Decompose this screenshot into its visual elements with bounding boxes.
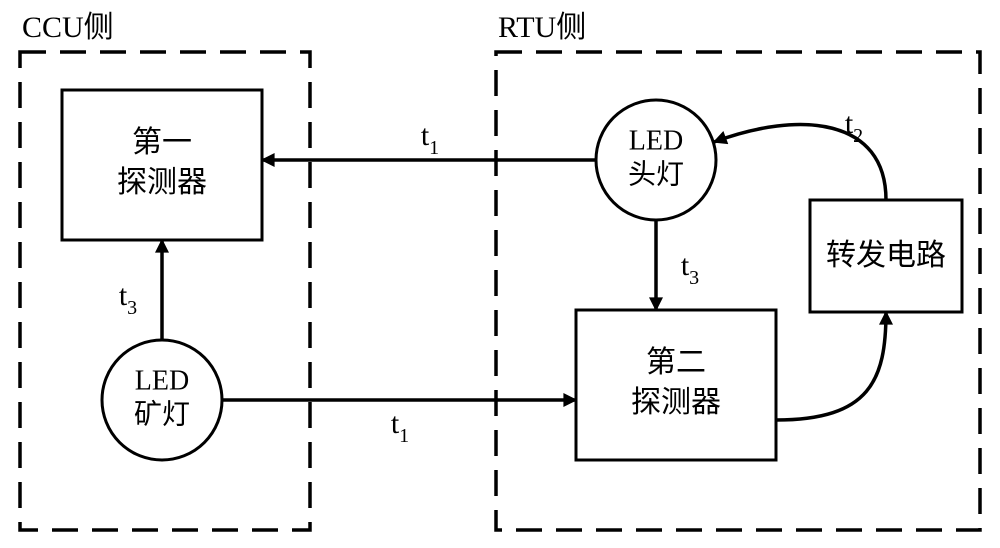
ccu-label: CCU侧: [22, 11, 114, 44]
node-led_kuang-label-1: 矿灯: [134, 398, 190, 430]
edge-det2_to_fwd: [776, 312, 886, 420]
node-led_kuang-label-0: LED: [135, 365, 189, 396]
edge-label-kuang_to_det2: t1: [391, 407, 409, 447]
rtu-label: RTU侧: [498, 11, 586, 44]
edge-label-fwd_to_tou: t2: [845, 107, 863, 147]
node-det1-label-0: 第一: [132, 126, 192, 159]
node-fwd-label-0: 转发电路: [826, 239, 946, 272]
node-det2-label-1: 探测器: [631, 386, 721, 419]
node-led_tou-label-1: 头灯: [628, 158, 684, 190]
node-det1-label-1: 探测器: [117, 166, 207, 199]
edge-label-kuang_to_det1: t3: [119, 279, 137, 319]
edge-label-tou_to_det1: t1: [421, 119, 439, 159]
node-led_tou-label-0: LED: [629, 125, 683, 156]
node-det2-label-0: 第二: [646, 346, 706, 379]
edge-label-tou_to_det2: t3: [681, 249, 699, 289]
